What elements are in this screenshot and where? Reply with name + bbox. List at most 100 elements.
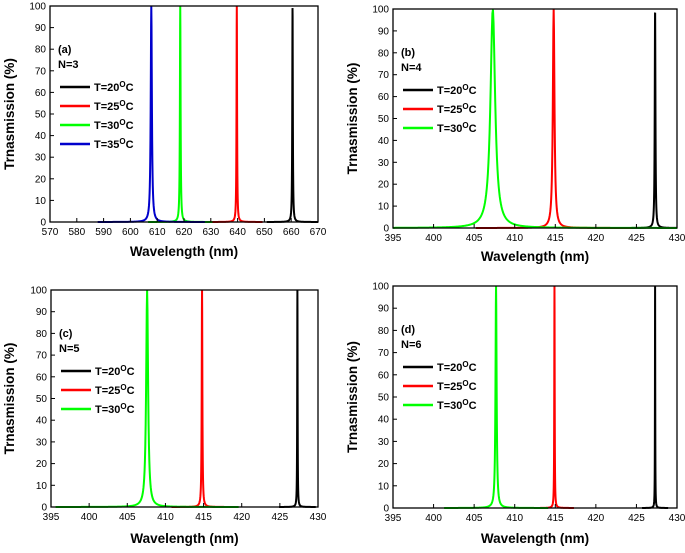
- y-tick-label: 70: [378, 70, 390, 81]
- plot-frame: [392, 285, 678, 509]
- y-tick-label: 0: [41, 503, 47, 514]
- y-tick-label: 80: [35, 45, 47, 56]
- y-tick-label: 100: [372, 282, 389, 293]
- x-tick-label: 570: [42, 227, 59, 238]
- x-tick-label: 600: [122, 227, 139, 238]
- x-tick-label: 420: [588, 233, 605, 244]
- legend-entry: T=35OC: [94, 137, 134, 151]
- x-tick-label: 430: [310, 512, 327, 523]
- x-axis-label: Wavelength (nm): [130, 244, 238, 259]
- y-tick-label: 90: [35, 23, 47, 34]
- y-tick-label: 40: [36, 416, 48, 427]
- x-tick-label: 430: [669, 513, 685, 524]
- panel-label: (c): [59, 328, 73, 340]
- x-tick-label: 410: [157, 512, 174, 523]
- x-tick-label: 430: [669, 233, 685, 244]
- y-axis-label: Trnasmission (%): [2, 58, 17, 170]
- n-label: N=3: [58, 59, 79, 71]
- x-axis-label: Wavelength (nm): [130, 531, 238, 546]
- x-tick-label: 415: [547, 233, 564, 244]
- y-tick-label: 40: [35, 131, 47, 142]
- y-tick-label: 10: [378, 481, 390, 492]
- y-tick-label: 70: [36, 351, 48, 362]
- y-tick-label: 30: [35, 153, 47, 164]
- x-axis-label: Wavelength (nm): [481, 249, 589, 264]
- x-tick-label: 410: [506, 233, 523, 244]
- x-tick-label: 425: [628, 233, 645, 244]
- y-tick-label: 50: [378, 393, 390, 404]
- series-line-t-25: [534, 285, 574, 509]
- y-tick-label: 50: [378, 114, 390, 125]
- legend-entry: T=20OC: [437, 83, 477, 97]
- series-line-t-20: [622, 12, 677, 229]
- legend-entry: T=30OC: [437, 121, 477, 135]
- y-tick-label: 90: [378, 304, 390, 315]
- y-tick-label: 0: [383, 504, 389, 515]
- y-tick-label: 90: [378, 26, 390, 37]
- y-tick-label: 20: [36, 459, 48, 470]
- series-line-t-30: [393, 9, 677, 229]
- legend-entry: T=20OC: [437, 360, 477, 374]
- chart-panel-3: 395 400 405 410 415 420 425 430 0 10 20 30 40 50 60 70 8…: [2, 286, 327, 547]
- plot-frame: [49, 5, 319, 223]
- x-tick-label: 405: [119, 512, 136, 523]
- chart-panel-4: 395 400 405 410 415 420 425 430 0 10 20 30 40 50 60 70 8…: [345, 282, 685, 547]
- y-tick-label: 60: [378, 370, 390, 381]
- y-tick-label: 20: [378, 459, 390, 470]
- y-tick-label: 60: [35, 88, 47, 99]
- series-line-t-20: [279, 289, 316, 508]
- y-tick-label: 80: [378, 48, 390, 59]
- y-tick-label: 80: [378, 326, 390, 337]
- x-tick-label: 630: [202, 227, 219, 238]
- y-tick-label: 0: [383, 224, 389, 235]
- x-tick-label: 405: [466, 513, 483, 524]
- series-line-t-20: [266, 8, 318, 223]
- x-axis-label: Wavelength (nm): [481, 531, 589, 546]
- x-tick-label: 420: [588, 513, 605, 524]
- x-tick-label: 580: [68, 227, 85, 238]
- series-line-t-20: [641, 285, 669, 509]
- legend-entry: T=20OC: [95, 364, 135, 378]
- x-tick-label: 640: [229, 227, 246, 238]
- series-line-t-30: [444, 285, 548, 509]
- legend-entry: T=25OC: [437, 379, 477, 393]
- x-tick-label: 400: [81, 512, 98, 523]
- y-tick-label: 70: [378, 348, 390, 359]
- x-tick-label: 395: [385, 233, 402, 244]
- chart-panel-2: 395 400 405 410 415 420 425 430 0 10 20 30 40 50 60 70 8…: [345, 5, 685, 265]
- y-tick-label: 90: [36, 307, 48, 318]
- y-tick-label: 100: [372, 5, 389, 16]
- x-tick-label: 415: [195, 512, 212, 523]
- y-axis-label: Trnasmission (%): [2, 343, 17, 455]
- y-tick-label: 50: [36, 394, 48, 405]
- y-axis-label: Trnasmission (%): [345, 63, 360, 175]
- legend-entry: T=30OC: [437, 398, 477, 412]
- x-tick-label: 660: [283, 227, 300, 238]
- y-tick-label: 100: [29, 2, 46, 13]
- y-tick-label: 0: [40, 218, 46, 229]
- y-tick-label: 10: [35, 196, 47, 207]
- y-tick-label: 20: [378, 180, 390, 191]
- y-tick-label: 60: [36, 372, 48, 383]
- panel-label: (b): [401, 47, 415, 59]
- y-tick-label: 60: [378, 92, 390, 103]
- x-tick-label: 425: [628, 513, 645, 524]
- y-tick-label: 30: [36, 437, 48, 448]
- n-label: N=5: [59, 343, 80, 355]
- panel-label: (a): [58, 44, 72, 56]
- y-axis-label: Trnasmission (%): [345, 341, 360, 453]
- series-line-t-25: [171, 289, 233, 508]
- x-tick-label: 415: [547, 513, 564, 524]
- panel-label: (d): [401, 324, 415, 336]
- plot-frame: [392, 8, 678, 229]
- chart-panel-1: 570 580 590 600 610 620 630 640 650 660 670 0 10 20 30…: [2, 2, 327, 260]
- y-tick-label: 20: [35, 174, 47, 185]
- n-label: N=4: [401, 62, 422, 74]
- y-tick-label: 40: [378, 136, 390, 147]
- n-label: N=6: [401, 339, 422, 351]
- y-tick-label: 80: [36, 329, 48, 340]
- y-tick-label: 50: [35, 110, 47, 121]
- x-tick-label: 590: [95, 227, 112, 238]
- x-tick-label: 420: [233, 512, 250, 523]
